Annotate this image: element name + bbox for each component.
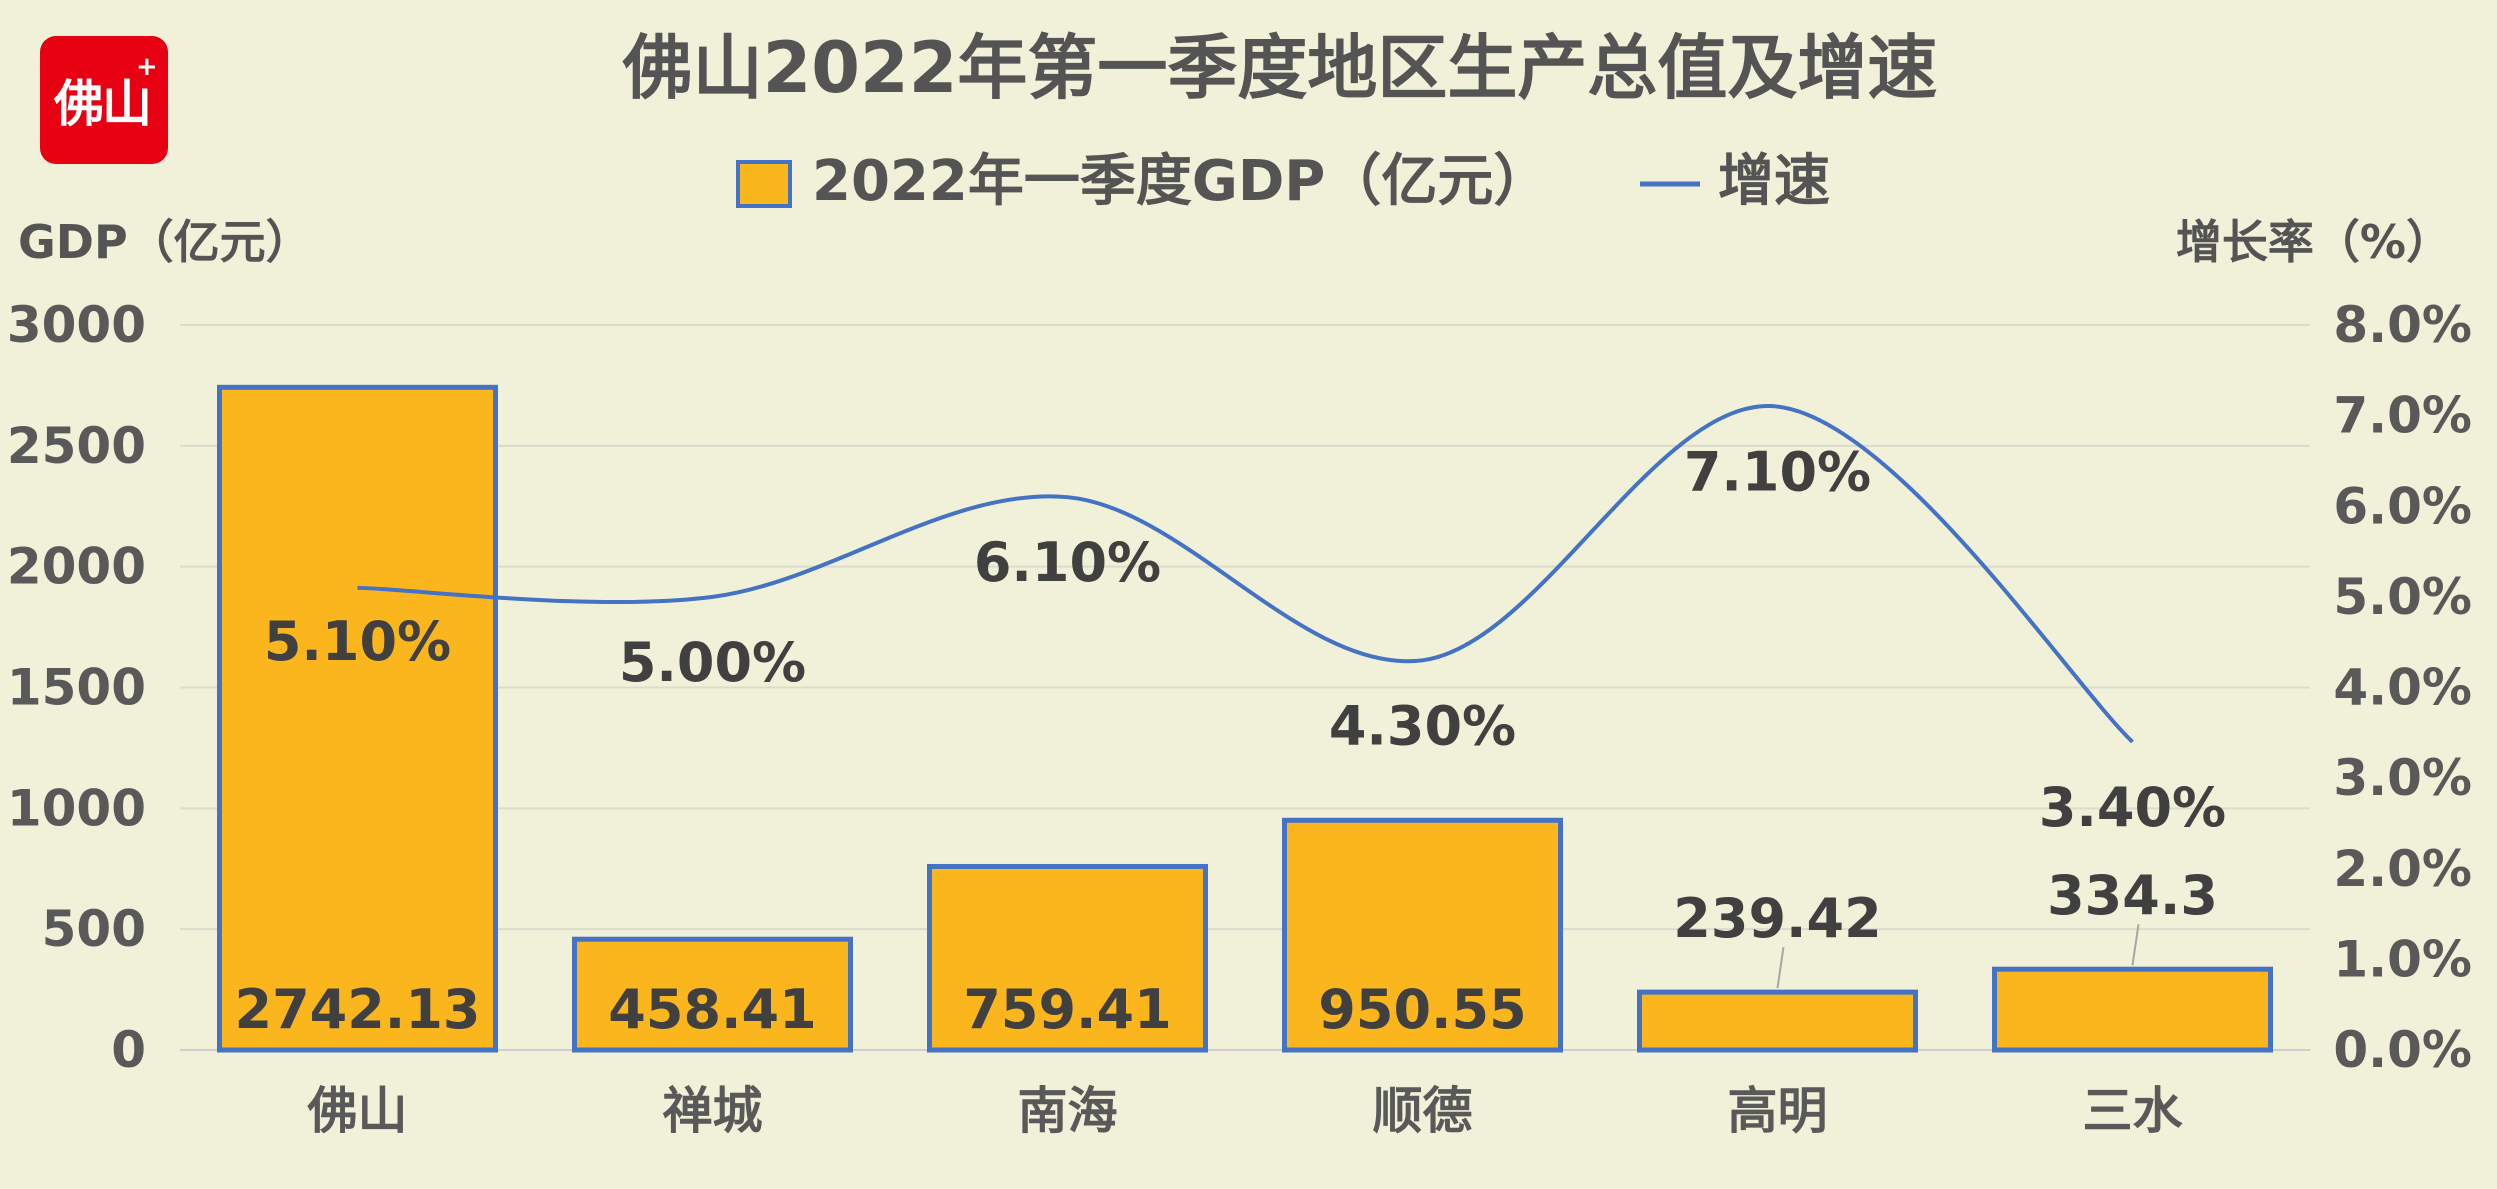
growth-value-label: 4.30% <box>1329 694 1516 757</box>
growth-value-label: 3.40% <box>2039 776 2226 839</box>
x-tick-label: 南海 <box>1018 1082 1118 1140</box>
bar-value-label: 458.41 <box>608 978 816 1041</box>
logo-plus-icon: + <box>136 52 158 82</box>
data-labels: 2742.13 458.41 759.41 950.55 239.42 334.3 5.10… <box>235 441 2227 1041</box>
bar <box>572 936 853 1053</box>
growth-line <box>357 404 2134 744</box>
y2-tick-label: 8.0% <box>2333 296 2472 354</box>
bars <box>217 384 2273 1053</box>
y-tick-label: 0 <box>111 1021 146 1079</box>
y-tick-label: 2000 <box>7 538 146 596</box>
legend: 2022年一季度GDP（亿元） 增速 <box>736 149 1830 214</box>
growth-value-label: 5.10% <box>264 610 451 673</box>
x-tick-label: 佛山 <box>307 1082 408 1140</box>
bar <box>1992 966 2273 1053</box>
growth-value-label: 6.10% <box>974 531 1161 594</box>
y-tick-label: 500 <box>42 900 146 958</box>
bar <box>1282 817 1563 1053</box>
bar-value-label: 239.42 <box>1673 887 1881 950</box>
gridlines <box>180 324 2310 1051</box>
y-axis-title: GDP（亿元） <box>18 215 312 269</box>
leader-line <box>1776 946 1785 989</box>
growth-value-label: 7.10% <box>1684 441 1871 504</box>
x-tick-label: 三水 <box>2083 1082 2184 1140</box>
logo <box>40 36 168 164</box>
y-tick-label: 2500 <box>7 417 146 475</box>
y-tick-label: 3000 <box>7 296 146 354</box>
y2-tick-label: 0.0% <box>2333 1021 2472 1079</box>
x-tick-label: 高明 <box>1728 1082 1828 1140</box>
y2-axis-title: 增长率（%） <box>2176 215 2452 269</box>
y2-tick-label: 1.0% <box>2333 930 2472 988</box>
y2-tick-label: 4.0% <box>2333 659 2472 717</box>
legend-bar-swatch <box>736 160 792 208</box>
y2-tick-label: 6.0% <box>2333 477 2472 535</box>
bar <box>927 863 1208 1053</box>
y2-tick-label: 7.0% <box>2333 387 2472 445</box>
y-tick-label: 1000 <box>7 779 146 837</box>
bar <box>217 384 498 1053</box>
x-tick-label: 顺德 <box>1373 1082 1473 1140</box>
growth-value-label: 5.00% <box>619 631 806 694</box>
bar-value-label: 950.55 <box>1318 978 1526 1041</box>
y2-tick-label: 2.0% <box>2333 840 2472 898</box>
leader-line <box>2131 924 2140 966</box>
logo-text: 佛山 <box>54 74 152 133</box>
legend-line-label: 增速 <box>1718 149 1830 214</box>
bar-value-label: 759.41 <box>963 978 1171 1041</box>
chart-title: 佛山2022年第一季度地区生产总值及增速 <box>622 27 1938 109</box>
x-tick-label: 禅城 <box>663 1082 763 1140</box>
y2-tick-label: 3.0% <box>2333 749 2472 807</box>
y-tick-label: 1500 <box>7 659 146 717</box>
bar-value-label: 334.3 <box>2047 864 2218 927</box>
y2-tick-label: 5.0% <box>2333 568 2472 626</box>
bar <box>1637 989 1918 1053</box>
axis-ticks: 0 500 1000 1500 2000 2500 3000 0.0% 1.0% 2.0% 3.0%… <box>7 296 2472 1140</box>
bar-value-label: 2742.13 <box>235 978 481 1041</box>
legend-bar-label: 2022年一季度GDP（亿元） <box>812 149 1549 214</box>
